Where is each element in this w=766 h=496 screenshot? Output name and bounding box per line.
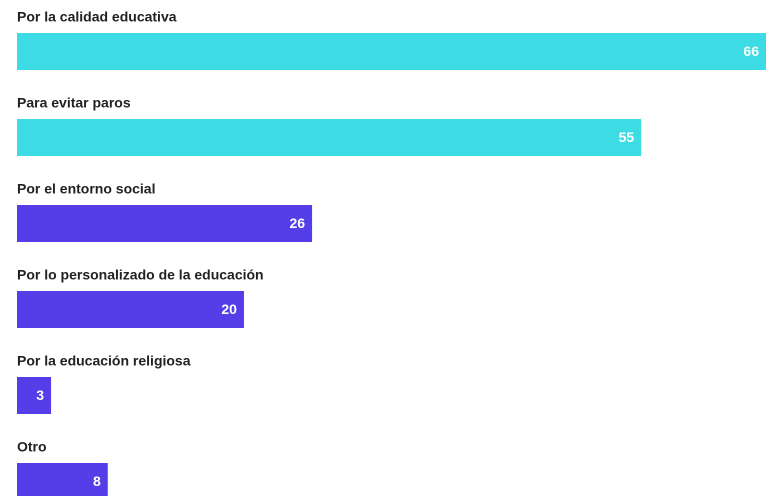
value-label: 8 [93, 473, 101, 489]
value-label: 20 [221, 301, 237, 317]
value-label: 55 [619, 129, 635, 145]
bar [17, 205, 313, 242]
value-label: 26 [289, 215, 305, 231]
bar [17, 377, 52, 414]
bar [17, 463, 108, 496]
category-label: Por la calidad educativa [17, 9, 177, 25]
bar [17, 291, 244, 328]
category-label: Para evitar paros [17, 95, 131, 111]
category-label: Por lo personalizado de la educación [17, 267, 264, 283]
category-label: Por el entorno social [17, 181, 155, 197]
value-label: 66 [743, 43, 759, 59]
value-label: 3 [36, 387, 44, 403]
category-label: Por la educación religiosa [17, 353, 191, 369]
category-label: Otro [17, 439, 47, 455]
bar [17, 119, 642, 156]
bar [17, 33, 766, 70]
